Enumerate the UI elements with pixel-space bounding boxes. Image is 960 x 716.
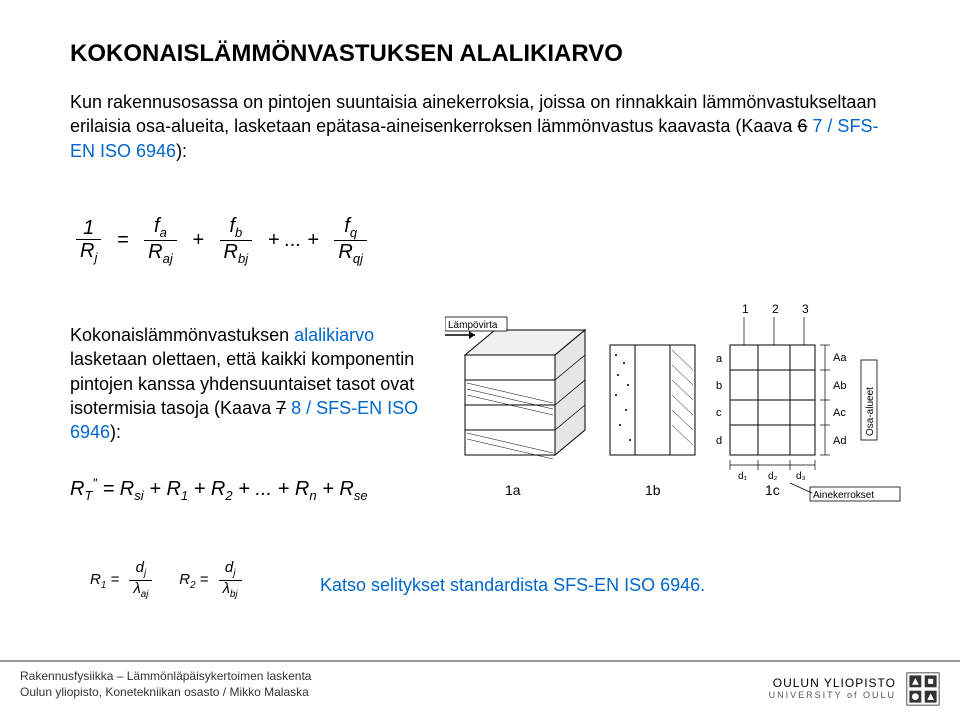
b2-t3: ):	[110, 422, 121, 442]
oulu-logo-icon	[906, 672, 940, 706]
footer-left: Rakennusfysiikka – Lämmönläpäisykertoime…	[20, 668, 311, 700]
panel-1b: 1b	[610, 345, 695, 498]
svg-text:d₂: d₂	[768, 471, 778, 482]
footer-line2: Oulun yliopisto, Konetekniikan osasto / …	[20, 684, 311, 700]
svg-text:Osa-alueet: Osa-alueet	[865, 387, 876, 436]
f2-lhs: RT″	[70, 478, 97, 500]
sf-r1-frac: dj λaj	[129, 560, 152, 600]
svg-text:d: d	[716, 435, 722, 447]
b2-t1: Kokonaislämmönvastuksen	[70, 325, 294, 345]
svg-text:d₁: d₁	[738, 471, 748, 482]
svg-text:Ainekerrokset: Ainekerrokset	[813, 490, 874, 501]
svg-text:b: b	[716, 380, 722, 392]
body-2: Kokonaislämmönvastuksen alalikiarvo lask…	[70, 323, 430, 444]
svg-text:d₃: d₃	[796, 471, 806, 482]
uni-en: UNIVERSITY of OULU	[769, 691, 896, 701]
uni-fi: OULUN YLIOPISTO	[769, 677, 896, 690]
intro-text-1: Kun rakennusosassa on pintojen suuntaisi…	[70, 92, 876, 136]
b2-blue1: alalikiarvo	[294, 325, 374, 345]
panel-1a: Lämpövirta 1a	[445, 317, 585, 498]
sf-r2-frac: dj λbj	[219, 560, 242, 600]
footer: Rakennusfysiikka – Lämmönläpäisykertoime…	[0, 660, 960, 716]
footer-line1: Rakennusfysiikka – Lämmönläpäisykertoime…	[20, 668, 311, 684]
f1-eq: =	[117, 229, 129, 252]
svg-text:Ad: Ad	[833, 435, 846, 447]
f1-dots: + ... +	[268, 229, 319, 252]
formula-1: 1 Rj = fa Raj + fb Rbj + ... + fq Rqj	[70, 215, 373, 267]
sf-r1-lhs: R1 =	[90, 571, 119, 588]
f1-lhs: 1 Rj	[76, 217, 101, 265]
svg-text:2: 2	[772, 302, 779, 316]
formula-2: RT″ = Rsi + R1 + R2 + ... + Rn + Rse	[70, 475, 368, 503]
uni-text: OULUN YLIOPISTO UNIVERSITY of OULU	[769, 677, 896, 700]
svg-text:Aa: Aa	[833, 352, 847, 364]
katso-text: Katso selitykset standardista SFS-EN ISO…	[320, 575, 705, 596]
slide-title: KOKONAISLÄMMÖNVASTUKSEN ALALIKIARVO	[70, 40, 623, 68]
panel-1c-label: 1c	[765, 482, 780, 498]
layer-diagram: Lämpövirta 1a 1b	[445, 295, 915, 535]
f1-tq: fq Rqj	[334, 215, 367, 267]
footer-right: OULUN YLIOPISTO UNIVERSITY of OULU	[769, 672, 940, 706]
svg-text:a: a	[716, 353, 723, 365]
label-lampovirta: Lämpövirta	[448, 320, 498, 331]
intro-paragraph: Kun rakennusosassa on pintojen suuntaisi…	[70, 90, 890, 163]
panel-1c: 1 2 3 a b c d	[716, 302, 900, 501]
intro-text-2: ):	[176, 141, 187, 161]
svg-text:1: 1	[742, 302, 749, 316]
f1-t2: fb Rbj	[220, 215, 253, 267]
panel-1a-label: 1a	[505, 482, 521, 498]
sf-r2-lhs: R2 =	[179, 571, 208, 588]
panel-1b-label: 1b	[645, 482, 661, 498]
svg-text:3: 3	[802, 302, 809, 316]
svg-text:c: c	[716, 407, 722, 419]
f2-rhs: = Rsi + R1 + R2 + ... + Rn + Rse	[97, 478, 368, 500]
svg-text:Ab: Ab	[833, 380, 846, 392]
intro-strike-6: 6	[797, 116, 807, 136]
f1-t1: fa Raj	[144, 215, 177, 267]
b2-strike: 7	[276, 398, 286, 418]
small-formulas: R1 = dj λaj R2 = dj λbj	[90, 560, 248, 600]
svg-text:Ac: Ac	[833, 407, 846, 419]
